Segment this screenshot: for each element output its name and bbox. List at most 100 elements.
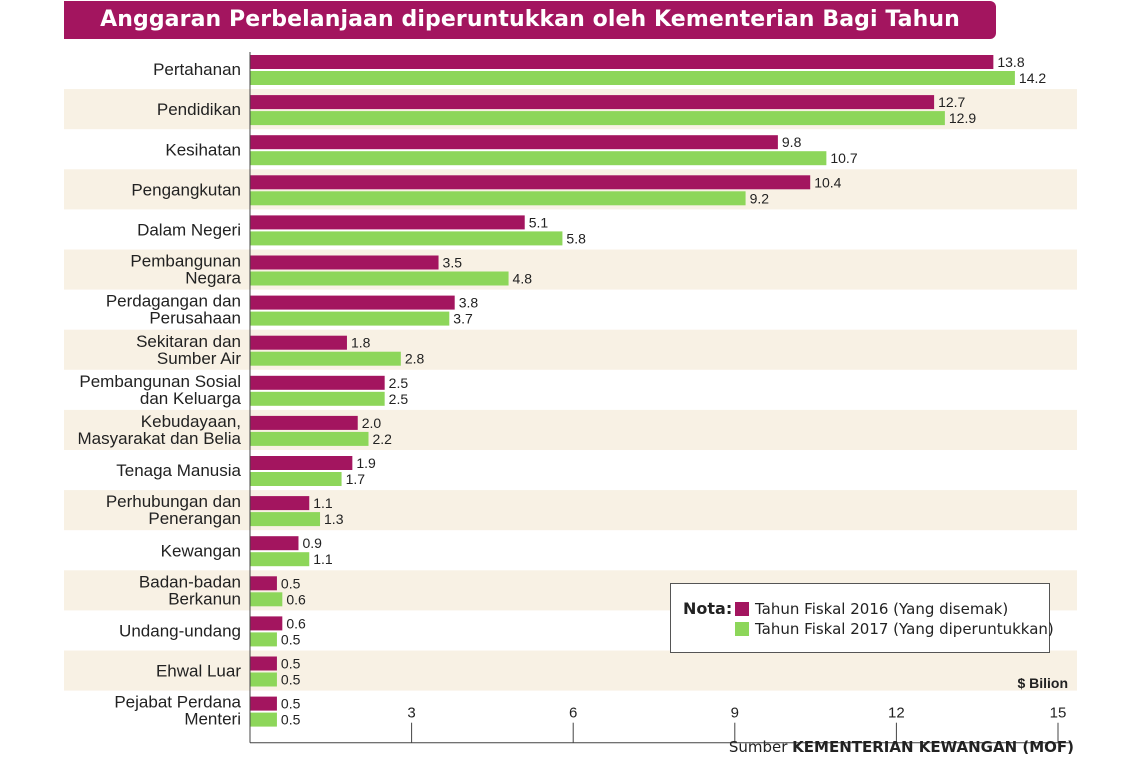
row-band xyxy=(64,249,1077,290)
bar-2016 xyxy=(250,496,310,511)
legend-swatch-2017 xyxy=(735,622,749,636)
bar-2017 xyxy=(250,431,369,446)
value-label: 4.8 xyxy=(513,271,533,287)
bar-2017 xyxy=(250,632,277,647)
bar-2017 xyxy=(250,472,342,486)
bar-2016 xyxy=(250,415,358,430)
value-label: 2.0 xyxy=(362,415,382,431)
category-label: Pembangunan Negara xyxy=(130,252,241,288)
x-tick-label: 6 xyxy=(569,705,577,722)
value-label: 10.7 xyxy=(830,150,857,166)
legend-swatch-2016 xyxy=(735,602,749,616)
x-tick-label: 9 xyxy=(731,705,739,722)
category-label: Kebudayaan, Masyarakat dan Belia xyxy=(78,412,242,448)
bar-2017 xyxy=(250,231,563,246)
category-label: Pendidikan xyxy=(157,100,241,119)
category-label: Undang-undang xyxy=(119,621,241,640)
category-label: Ehwal Luar xyxy=(156,662,241,681)
bar-2016 xyxy=(250,95,935,110)
category-label: Pejabat Perdana Menteri xyxy=(114,693,241,729)
bar-2017 xyxy=(250,672,277,687)
category-label: Sekitaran dan Sumber Air xyxy=(136,332,241,368)
value-label: 2.5 xyxy=(389,375,409,391)
row-band xyxy=(64,329,1077,370)
bar-2016 xyxy=(250,456,353,470)
value-label: 0.6 xyxy=(286,591,306,607)
value-label: 12.7 xyxy=(938,94,965,110)
value-label: 14.2 xyxy=(1019,70,1046,86)
category-label: Pengangkutan xyxy=(131,180,241,199)
category-label: Tenaga Manusia xyxy=(116,461,241,480)
x-axis-unit: $ Bilion xyxy=(1017,675,1068,691)
value-label: 0.9 xyxy=(302,535,322,551)
value-label: 2.2 xyxy=(373,431,393,447)
bar-2017 xyxy=(250,552,310,567)
bar-2016 xyxy=(250,175,811,190)
category-label: Kesihatan xyxy=(165,140,241,159)
bar-2017 xyxy=(250,151,827,166)
legend-item-2016: Tahun Fiskal 2016 (Yang disemak) xyxy=(735,599,1008,619)
row-band xyxy=(64,490,1077,531)
value-label: 13.8 xyxy=(997,54,1024,70)
bar-2016 xyxy=(250,255,439,270)
value-label: 2.5 xyxy=(389,391,409,407)
category-label: Kewangan xyxy=(161,541,241,560)
legend-label-2017: Tahun Fiskal 2017 (Yang diperuntukkan) xyxy=(755,620,1054,638)
value-label: 0.5 xyxy=(281,656,301,672)
bar-2017 xyxy=(250,71,1015,85)
bar-2017 xyxy=(250,311,450,326)
bar-2016 xyxy=(250,576,277,591)
x-tick-label: 3 xyxy=(407,705,415,722)
category-label: Pembangunan Sosial dan Keluarga xyxy=(79,372,241,408)
value-label: 0.5 xyxy=(281,712,301,728)
source-name: KEMENTERIAN KEWANGAN (MOF) xyxy=(792,738,1074,756)
source-prefix: Sumber xyxy=(728,738,788,756)
category-label: Perdagangan dan Perusahaan xyxy=(106,292,241,328)
value-label: 1.1 xyxy=(313,495,333,511)
value-label: 10.4 xyxy=(814,174,841,190)
x-tick-label: 12 xyxy=(888,705,905,722)
legend-title: Nota: xyxy=(683,599,733,618)
bar-2016 xyxy=(250,55,994,69)
value-label: 9.8 xyxy=(782,134,802,150)
value-label: 3.7 xyxy=(453,311,473,327)
bar-2017 xyxy=(250,271,509,286)
value-label: 1.3 xyxy=(324,511,344,527)
value-label: 1.8 xyxy=(351,335,371,351)
value-label: 1.1 xyxy=(313,551,333,567)
category-label: Perhubungan dan Penerangan xyxy=(106,492,241,528)
value-label: 5.1 xyxy=(529,214,549,230)
row-band xyxy=(64,409,1077,450)
value-label: 1.7 xyxy=(346,471,366,487)
bar-2017 xyxy=(250,351,401,366)
bar-2016 xyxy=(250,536,299,551)
chart-title: Anggaran Perbelanjaan diperuntukkan oleh… xyxy=(64,1,996,70)
value-label: 3.8 xyxy=(459,295,479,311)
bar-2017 xyxy=(250,391,385,406)
bar-2017 xyxy=(250,592,283,607)
bar-2016 xyxy=(250,696,277,711)
row-band xyxy=(64,650,1077,691)
bar-2016 xyxy=(250,135,778,150)
value-label: 5.8 xyxy=(566,230,586,246)
bar-2016 xyxy=(250,335,347,350)
category-label: Badan-badan Berkanun xyxy=(139,572,241,608)
bar-2016 xyxy=(250,295,455,310)
bar-2017 xyxy=(250,512,321,527)
source-note: Sumber KEMENTERIAN KEWANGAN (MOF) xyxy=(729,738,1074,756)
value-label: 0.5 xyxy=(281,696,301,712)
bar-2016 xyxy=(250,215,525,230)
legend-item-2017: Tahun Fiskal 2017 (Yang diperuntukkan) xyxy=(735,619,1054,639)
bar-2016 xyxy=(250,656,277,671)
value-label: 12.9 xyxy=(949,110,976,126)
category-label: Pertahanan xyxy=(153,60,241,79)
bar-2017 xyxy=(250,191,746,206)
legend-label-2016: Tahun Fiskal 2016 (Yang disemak) xyxy=(755,600,1009,618)
bar-2017 xyxy=(250,111,945,126)
value-label: 9.2 xyxy=(750,190,770,206)
value-label: 0.5 xyxy=(281,672,301,688)
bar-2016 xyxy=(250,375,385,390)
x-tick-label: 15 xyxy=(1050,705,1067,722)
bar-2016 xyxy=(250,616,283,631)
